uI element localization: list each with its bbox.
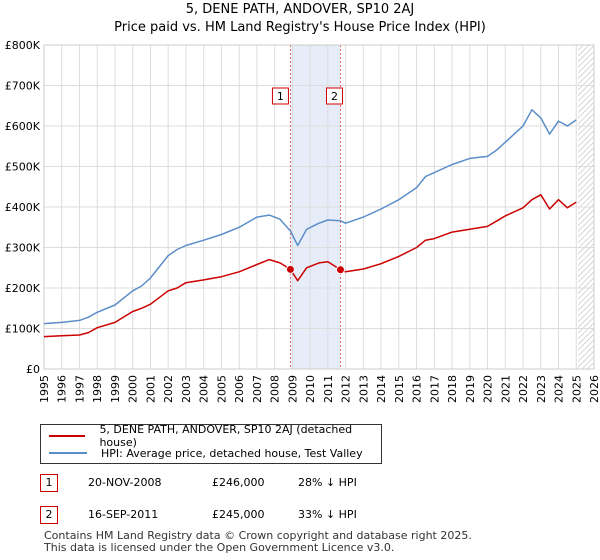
y-tick-label: £200K xyxy=(5,282,41,295)
x-tick-label: 2015 xyxy=(393,375,406,403)
x-tick-label: 2009 xyxy=(286,375,299,403)
plot-border xyxy=(43,44,595,370)
x-tick-label: 2026 xyxy=(588,375,600,403)
y-tick-label: £300K xyxy=(5,242,41,255)
x-tick-label: 1995 xyxy=(38,375,51,403)
sale-point xyxy=(285,264,295,274)
legend-item-hpi: HPI: Average price, detached house, Test… xyxy=(49,445,363,461)
x-tick-label: 2005 xyxy=(215,375,228,403)
y-tick-label: £0 xyxy=(26,363,40,376)
sale-price: £245,000 xyxy=(212,508,265,521)
x-tick-label: 2011 xyxy=(322,375,335,403)
sale-hpi-diff: 33% ↓ HPI xyxy=(298,508,357,521)
sale-date: 16-SEP-2011 xyxy=(88,508,159,521)
sale-label-box xyxy=(325,87,343,105)
y-tick-label: £800K xyxy=(5,39,41,52)
y-tick-label: £100K xyxy=(5,323,41,336)
x-tick-label: 2012 xyxy=(340,375,353,403)
x-tick-label: 1999 xyxy=(109,375,122,403)
x-tick-label: 2022 xyxy=(517,375,530,403)
sale-label-text: 1 xyxy=(277,90,284,103)
x-tick-label: 2019 xyxy=(464,375,477,403)
x-tick-label: 2024 xyxy=(553,375,566,403)
x-tick-label: 2010 xyxy=(304,375,317,403)
price-chart: £0 £100K £200K £300K £400K £500K £600K £700K £80… xyxy=(5,39,600,403)
footer-line-1: Contains HM Land Registry data © Crown c… xyxy=(44,529,472,542)
property-price-line xyxy=(43,194,577,338)
x-tick-label: 2002 xyxy=(162,375,175,403)
sale-point xyxy=(335,265,345,275)
legend-label-hpi: HPI: Average price, detached house, Test… xyxy=(101,446,363,460)
x-tick-label: 1996 xyxy=(56,375,69,403)
legend-swatch-hpi xyxy=(49,452,87,454)
legend-label-property: 5, DENE PATH, ANDOVER, SP10 2AJ (detache… xyxy=(99,423,353,449)
x-tick-label: 2017 xyxy=(428,375,441,403)
x-tick-label: 2007 xyxy=(251,375,264,403)
x-tick-label: 2020 xyxy=(482,375,495,403)
x-tick-label: 2014 xyxy=(375,375,388,403)
x-tick-label: 2025 xyxy=(570,375,583,403)
x-tick-label: 2004 xyxy=(198,375,211,403)
sale-number-badge: 2 xyxy=(40,506,58,524)
x-tick-label: 2018 xyxy=(446,375,459,403)
footer-attribution: Contains HM Land Registry data © Crown c… xyxy=(44,530,472,554)
x-tick-label: 2000 xyxy=(127,375,140,403)
footer-line-2: This data is licensed under the Open Gov… xyxy=(44,541,395,554)
legend-swatch-property xyxy=(49,435,86,437)
sale-date: 20-NOV-2008 xyxy=(88,476,162,489)
sale-number-badge: 1 xyxy=(40,474,58,492)
x-tick-label: 2001 xyxy=(144,375,157,403)
x-tick-label: 1998 xyxy=(91,375,104,403)
chart-legend: 5, DENE PATH, ANDOVER, SP10 2AJ (detache… xyxy=(40,423,382,464)
y-tick-label: £500K xyxy=(5,161,41,174)
x-tick-label: 2008 xyxy=(269,375,282,403)
chart-subtitle: Price paid vs. HM Land Registry's House … xyxy=(114,20,486,35)
x-tick-label: 2016 xyxy=(411,375,424,403)
y-tick-label: £400K xyxy=(5,201,41,214)
x-tick-label: 2006 xyxy=(233,375,246,403)
x-tick-label: 2023 xyxy=(535,375,548,403)
y-tick-label: £600K xyxy=(5,120,41,133)
y-tick-label: £700K xyxy=(5,80,41,93)
legend-item-property: 5, DENE PATH, ANDOVER, SP10 2AJ (detache… xyxy=(49,423,381,449)
hpi-line xyxy=(43,109,577,325)
chart-title: 5, DENE PATH, ANDOVER, SP10 2AJ xyxy=(185,2,415,17)
x-tick-label: 2021 xyxy=(499,375,512,403)
sale-hpi-diff: 28% ↓ HPI xyxy=(298,476,357,489)
sale-price: £246,000 xyxy=(212,476,265,489)
x-tick-label: 1997 xyxy=(73,375,86,403)
x-tick-label: 2013 xyxy=(357,375,370,403)
sale-label-box xyxy=(271,87,289,105)
x-tick-label: 2003 xyxy=(180,375,193,403)
sale-label-text: 2 xyxy=(331,90,338,103)
